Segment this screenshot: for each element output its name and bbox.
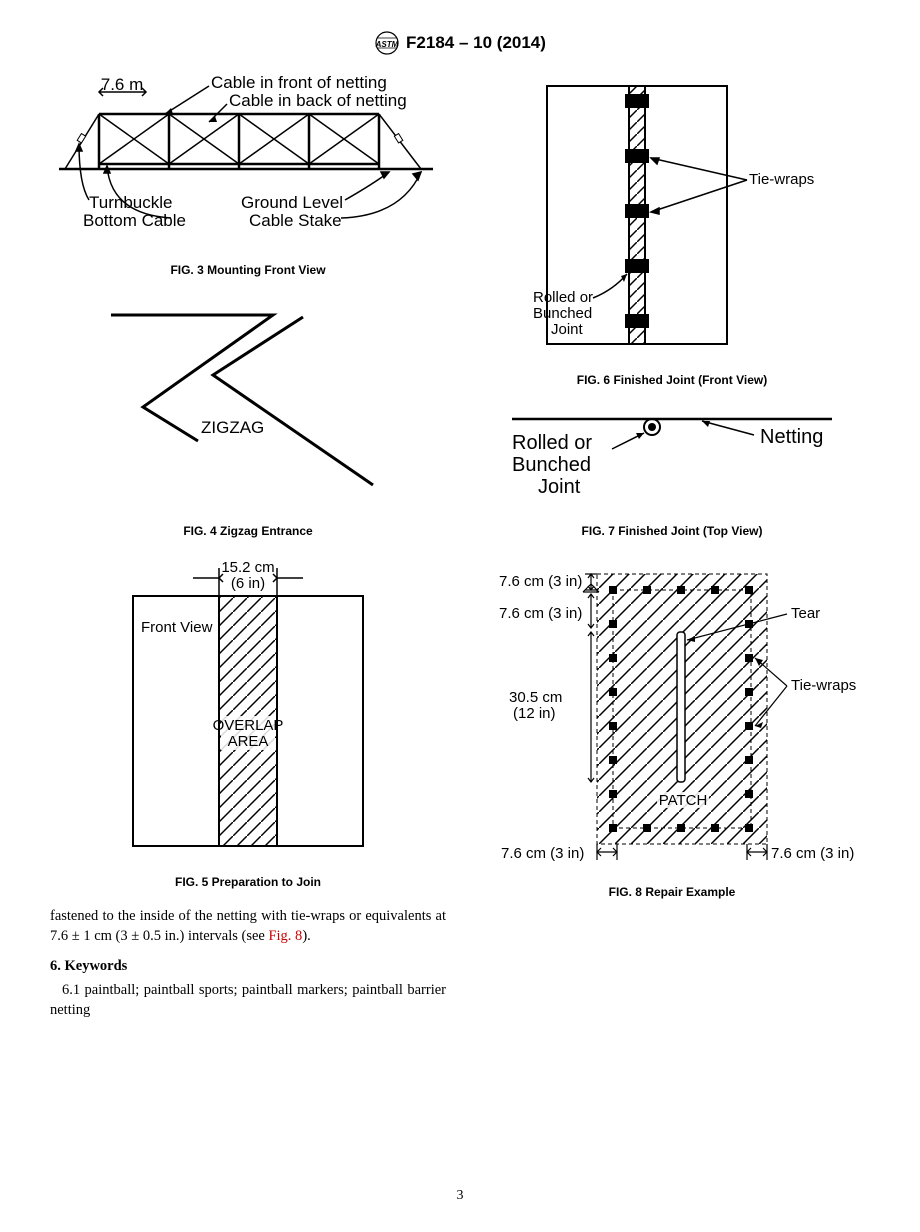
fig3-label-back: Cable in back of netting xyxy=(229,91,407,110)
fig8-tiewraps: Tie-wraps xyxy=(791,677,856,694)
fig3-cable-stake: Cable Stake xyxy=(249,211,342,230)
fig3-label-front: Cable in front of netting xyxy=(211,74,387,92)
figure-4: ZIGZAG FIG. 4 Zigzag Entrance xyxy=(50,295,446,538)
right-column: Tie-wraps Rolled or Bunched Joint FIG. 6… xyxy=(474,74,870,1020)
doc-number: F2184 – 10 (2014) xyxy=(406,33,546,53)
fig7-caption: FIG. 7 Finished Joint (Top View) xyxy=(474,524,870,538)
fig6-tiewraps: Tie-wraps xyxy=(749,171,814,188)
figure-5: 15.2 cm (6 in) xyxy=(50,556,446,889)
fig5-dim-cm: 15.2 cm xyxy=(221,559,274,576)
fig8-dim-br: 7.6 cm (3 in) xyxy=(771,845,854,862)
fig8-link[interactable]: Fig. 8 xyxy=(268,928,302,944)
fig3-turnbuckle: Turnbuckle xyxy=(89,193,172,212)
figure-7: Rolled or Bunched Joint Netting FIG. 7 F… xyxy=(474,405,870,538)
body-para-text: fastened to the inside of the netting wi… xyxy=(50,908,446,944)
figure-8: PATCH 7.6 cm (3 in) 7.6 cm (3 in) 30.5 c… xyxy=(474,556,870,899)
fig8-dim3b: (12 in) xyxy=(513,705,556,722)
fig8-dim1: 7.6 cm (3 in) xyxy=(499,573,582,590)
body-para-end: ). xyxy=(302,928,310,944)
fig3-groundlevel: Ground Level xyxy=(241,193,343,212)
figure-6: Tie-wraps Rolled or Bunched Joint FIG. 6… xyxy=(474,74,870,387)
fig8-caption: FIG. 8 Repair Example xyxy=(474,885,870,899)
doc-header: ASTM F2184 – 10 (2014) xyxy=(50,30,870,56)
fig6-rolled2: Bunched xyxy=(533,305,592,322)
body-paragraph: fastened to the inside of the netting wi… xyxy=(50,907,446,946)
fig6-rolled1: Rolled or xyxy=(533,289,593,306)
figure-3: 7.6 m Cable in front of netting Cable in… xyxy=(50,74,446,277)
keywords-text: 6.1 paintball; paintball sports; paintba… xyxy=(50,981,446,1020)
fig7-rolled2: Bunched xyxy=(512,454,591,476)
fig5-frontview: Front View xyxy=(141,619,213,636)
fig4-label: ZIGZAG xyxy=(201,418,264,437)
fig8-dim2: 7.6 cm (3 in) xyxy=(499,605,582,622)
fig6-rolled3: Joint xyxy=(551,321,584,338)
fig5-overlap1: OVERLAP xyxy=(213,717,284,734)
fig8-dim-bl: 7.6 cm (3 in) xyxy=(501,845,584,862)
astm-logo: ASTM xyxy=(374,30,400,56)
two-column-layout: 7.6 m Cable in front of netting Cable in… xyxy=(50,74,870,1020)
fig8-tear: Tear xyxy=(791,605,820,622)
fig3-dim: 7.6 m xyxy=(100,75,143,94)
fig7-rolled1: Rolled or xyxy=(512,432,592,454)
left-column: 7.6 m Cable in front of netting Cable in… xyxy=(50,74,446,1020)
fig8-dim3: 30.5 cm xyxy=(509,689,562,706)
fig5-overlap2: AREA xyxy=(228,733,269,750)
keywords-heading: 6. Keywords xyxy=(50,958,446,975)
page-number: 3 xyxy=(0,1188,920,1204)
fig7-rolled3: Joint xyxy=(538,476,581,498)
fig8-patch: PATCH xyxy=(659,792,708,809)
fig7-netting: Netting xyxy=(760,426,823,448)
fig3-caption: FIG. 3 Mounting Front View xyxy=(50,263,446,277)
fig4-caption: FIG. 4 Zigzag Entrance xyxy=(50,524,446,538)
fig5-caption: FIG. 5 Preparation to Join xyxy=(50,875,446,889)
fig5-dim-in: (6 in) xyxy=(231,575,265,592)
fig3-bottom-cable: Bottom Cable xyxy=(83,211,186,230)
fig6-caption: FIG. 6 Finished Joint (Front View) xyxy=(474,373,870,387)
